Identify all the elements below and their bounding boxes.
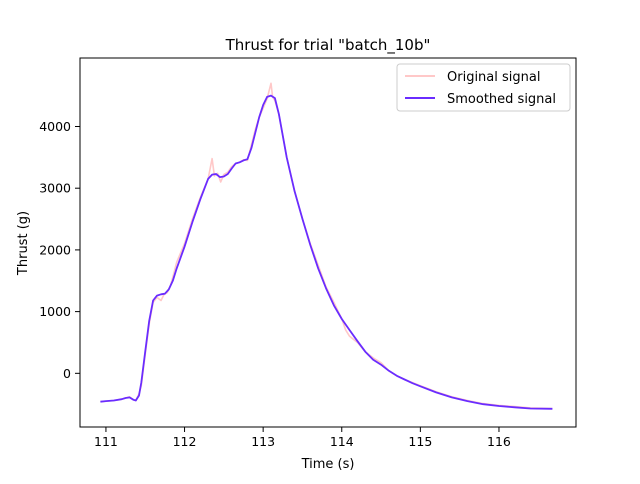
x-tick-label: 116 (487, 434, 511, 449)
smoothed-signal-line (100, 94, 553, 410)
x-axis: 111 112 113 114 115 116 (94, 427, 511, 449)
plot-area (79, 57, 577, 428)
y-tick-label: 1000 (39, 304, 71, 319)
x-tick-label: 115 (408, 434, 432, 449)
legend-box (396, 63, 571, 112)
series-layer (100, 82, 553, 410)
y-tick-label: 2000 (39, 242, 71, 257)
y-tick-label: 3000 (39, 181, 71, 196)
legend-label-smoothed: Smoothed signal (447, 92, 556, 107)
x-tick-label: 114 (330, 434, 354, 449)
legend: Original signal Smoothed signal (396, 63, 571, 112)
y-tick-label: 4000 (39, 119, 71, 134)
chart-title: Thrust for trial "batch_10b" (225, 36, 431, 55)
plot-background (80, 58, 576, 427)
y-tick-label: 0 (63, 366, 71, 381)
legend-label-original: Original signal (447, 70, 540, 85)
x-tick-label: 112 (173, 434, 197, 449)
x-axis-title: Time (s) (301, 457, 355, 472)
y-axis-title: Thrust (g) (16, 211, 31, 276)
x-tick-label: 113 (251, 434, 275, 449)
x-tick-label: 111 (94, 434, 118, 449)
y-axis: 0 1000 2000 3000 4000 (39, 119, 80, 381)
plot-frame (79, 57, 577, 428)
